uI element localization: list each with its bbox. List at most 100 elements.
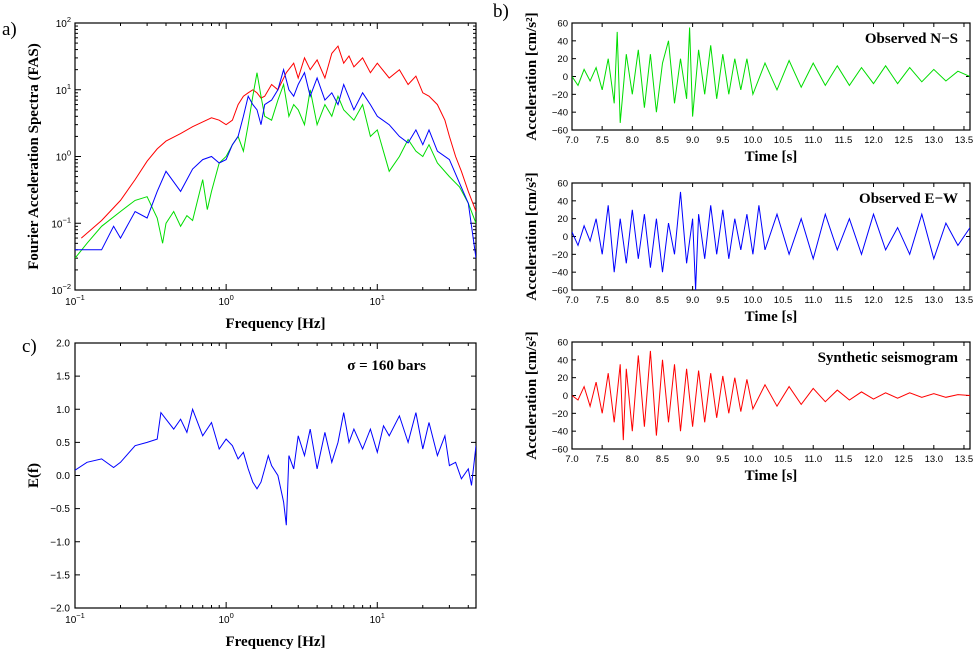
b3-xtick-label: 7.5 [596, 454, 609, 465]
b2-xtick-label: 10.5 [774, 295, 793, 306]
b2-ytick-label: 0 [563, 232, 568, 243]
c-ytick-label: 2.0 [56, 339, 70, 350]
b1-series-green [572, 27, 970, 123]
b3-xtick-label: 8.5 [656, 454, 669, 465]
b1-ytick-label: 20 [557, 54, 568, 65]
b1-ytick-label: −60 [552, 126, 568, 137]
b3-annotation: Synthetic seismogram [818, 350, 959, 366]
b2-ylabel: Acceleration [cm/s²] [524, 172, 540, 300]
c-annotation: σ = 160 bars [347, 358, 426, 374]
c-series-blue [75, 407, 476, 526]
c-xlabel: Frequency [Hz] [225, 634, 325, 650]
b1-xtick-label: 7.5 [596, 135, 609, 146]
b1-ylabel: Acceleration [cm/s²] [524, 12, 540, 140]
c-xtick-label: 101 [370, 611, 385, 626]
b3-ytick-label: 40 [557, 355, 568, 366]
b2-xtick-label: 13.5 [955, 295, 974, 306]
a-xtick-label: 101 [370, 293, 385, 308]
b3-ytick-label: −60 [552, 445, 568, 456]
b1-xtick-label: 9.5 [716, 135, 729, 146]
b1-ytick-label: 0 [563, 72, 568, 83]
b2-xtick-label: 11.0 [804, 295, 822, 306]
b1-xtick-label: 12.0 [864, 135, 883, 146]
b2-xtick-label: 9.5 [716, 295, 729, 306]
c-ytick-label: 0.0 [56, 471, 70, 482]
b3-ytick-label: 0 [563, 391, 568, 402]
a-series-blue [75, 67, 476, 259]
b1-xtick-label: 10.0 [744, 135, 763, 146]
a-series-red [80, 45, 476, 239]
b2-xtick-label: 7.5 [596, 295, 609, 306]
b1-ytick-label: −40 [552, 108, 568, 119]
b1-xtick-label: 8.0 [626, 135, 639, 146]
b2-ytick-label: −40 [552, 268, 568, 279]
b2-xtick-label: 13.0 [925, 295, 944, 306]
b1-xtick-label: 13.0 [925, 135, 944, 146]
b3-xtick-label: 12.5 [894, 454, 913, 465]
panel-label-c: c) [22, 336, 37, 357]
b3-xtick-label: 10.0 [744, 454, 763, 465]
b3-xlabel: Time [s] [745, 468, 798, 484]
b2-xlabel: Time [s] [745, 309, 798, 325]
b2-ytick-label: −60 [552, 286, 568, 297]
plot-frame-a [74, 22, 477, 291]
c-ytick-label: −1.0 [50, 537, 70, 548]
c-ytick-label: −1.5 [50, 570, 70, 581]
a-ytick-label: 10−2 [51, 282, 71, 297]
b1-xtick-label: 9.0 [686, 135, 699, 146]
plot-frame-c [74, 342, 477, 609]
c-xtick-label: 10−1 [65, 611, 85, 626]
b3-xtick-label: 7.0 [565, 454, 578, 465]
b3-series-red [572, 350, 970, 441]
c-ytick-label: 1.0 [56, 405, 70, 416]
a-xtick-label: 10−1 [65, 293, 85, 308]
b3-xtick-label: 9.0 [686, 454, 699, 465]
b3-xtick-label: 9.5 [716, 454, 729, 465]
c-ytick-label: −0.5 [50, 504, 70, 515]
panel-label-b: b) [493, 1, 509, 22]
b2-xtick-label: 7.0 [565, 295, 578, 306]
b1-ytick-label: 40 [557, 36, 568, 47]
a-xtick-label: 100 [218, 293, 233, 308]
c-ytick-label: 1.5 [56, 372, 70, 383]
c-ytick-label: 0.5 [56, 438, 70, 449]
b2-xtick-label: 11.5 [834, 295, 852, 306]
b3-xtick-label: 13.0 [925, 454, 944, 465]
b2-xtick-label: 12.0 [864, 295, 883, 306]
a-ytick-label: 101 [56, 82, 71, 97]
b1-xtick-label: 8.5 [656, 135, 669, 146]
b2-xtick-label: 12.5 [894, 295, 913, 306]
b1-ytick-label: −20 [552, 90, 568, 101]
b2-annotation: Observed E−W [859, 191, 958, 207]
b1-xtick-label: 11.0 [804, 135, 822, 146]
b1-xtick-label: 13.5 [955, 135, 974, 146]
b2-xtick-label: 9.0 [686, 295, 699, 306]
b3-xtick-label: 11.0 [804, 454, 822, 465]
b2-series-blue [572, 191, 970, 290]
b3-ytick-label: −40 [552, 427, 568, 438]
a-ylabel: Fourier Acceleration Spectra (FAS) [26, 43, 42, 269]
b3-xtick-label: 11.5 [834, 454, 852, 465]
c-ytick-label: −2.0 [50, 604, 70, 615]
b1-xtick-label: 7.0 [565, 135, 578, 146]
panel-label-a: a) [2, 19, 17, 40]
b2-ytick-label: 20 [557, 214, 568, 225]
b2-ytick-label: 40 [557, 196, 568, 207]
b3-xtick-label: 13.5 [955, 454, 974, 465]
b3-ytick-label: 20 [557, 373, 568, 384]
b3-xtick-label: 12.0 [864, 454, 883, 465]
b1-annotation: Observed N−S [865, 31, 958, 47]
b2-ytick-label: −20 [552, 250, 568, 261]
b3-xtick-label: 8.0 [626, 454, 639, 465]
b3-ytick-label: −20 [552, 409, 568, 420]
b1-xlabel: Time [s] [745, 149, 798, 165]
b2-xtick-label: 10.0 [744, 295, 763, 306]
b1-xtick-label: 10.5 [774, 135, 793, 146]
c-ylabel: E(f) [26, 463, 42, 488]
a-series-green [75, 72, 476, 259]
b2-xtick-label: 8.0 [626, 295, 639, 306]
a-ytick-label: 102 [56, 15, 71, 30]
b3-ytick-label: 60 [557, 338, 568, 349]
